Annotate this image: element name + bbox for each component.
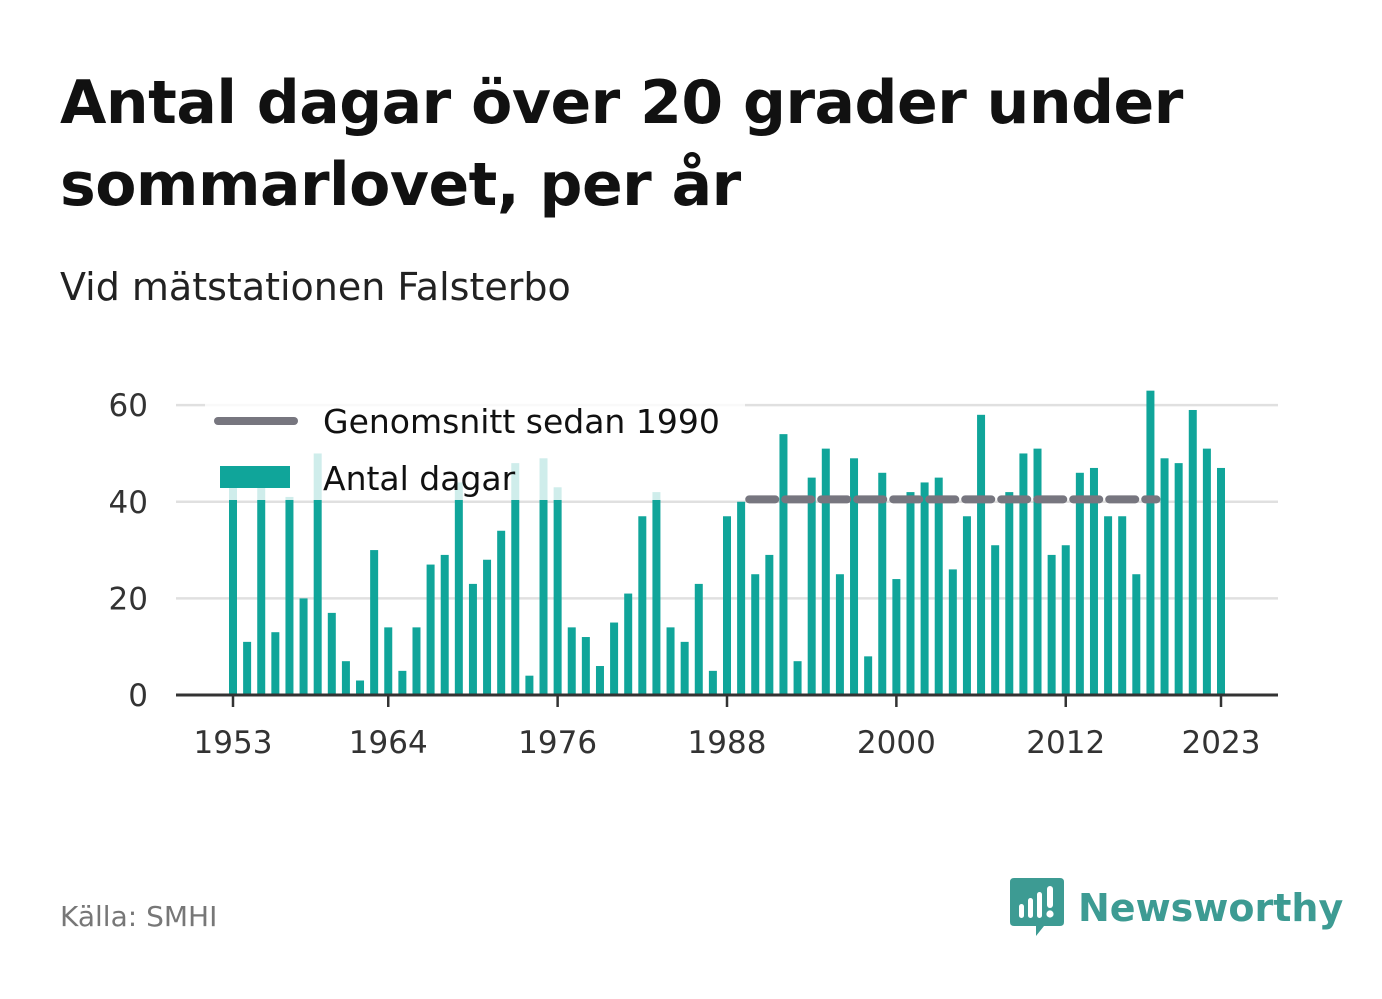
bar [497,530,506,695]
bar [595,666,604,695]
bar [426,564,435,695]
legend-box [205,398,745,500]
bar [751,574,760,695]
x-tick-label: 1953 [194,725,273,761]
bar [271,632,280,695]
source-note: Källa: SMHI [60,900,218,933]
x-tick-label: 1976 [518,725,597,761]
bar [934,477,943,695]
bar [920,482,929,695]
bar [666,627,675,695]
bar [1132,574,1141,695]
bar [1160,458,1169,695]
bar [1217,467,1225,695]
chart-title: Antal dagar över 20 grader under sommarl… [60,68,1183,220]
bar [652,492,661,695]
bar [807,477,816,695]
y-tick-label: 0 [128,678,148,714]
bar [511,463,520,695]
bar [1061,545,1070,695]
bar [977,414,986,695]
y-tick-label: 20 [109,581,148,617]
bar [539,458,548,695]
bar [835,574,844,695]
brand-logo: Newsworthy [1010,878,1343,938]
bar [313,453,322,695]
bar [779,434,788,695]
x-tick-label: 1988 [688,725,767,761]
bar [1047,554,1056,695]
bar [1146,390,1155,695]
bar [412,627,421,695]
bar [1075,472,1084,695]
bar [1174,463,1183,695]
bar [793,661,802,695]
bar [567,627,576,695]
bar [962,516,971,695]
bar [243,641,252,695]
bar [1033,448,1042,695]
bar [737,501,746,695]
bar [1019,453,1028,695]
bar [892,579,901,695]
bar [398,670,407,695]
bar [356,680,365,695]
bar [1202,448,1211,695]
bar [878,472,887,695]
bar [468,583,477,695]
bar [553,487,562,695]
bar [864,656,873,695]
bar [384,627,393,695]
bar [638,516,647,695]
bar [1104,516,1113,695]
brand-name: Newsworthy [1078,886,1344,930]
bar [370,550,379,695]
bar [1005,492,1014,695]
bar [299,598,308,695]
bar [765,554,774,695]
bar [1118,516,1127,695]
bar [285,496,294,695]
bar [483,559,492,695]
bar [821,448,830,695]
bar [525,675,534,695]
bar [991,545,1000,695]
bar [948,569,957,695]
bar [723,516,731,695]
bar [680,641,689,695]
bar [624,593,633,695]
x-tick-label: 2000 [857,725,936,761]
bar [708,670,717,695]
x-tick-label: 2012 [1026,725,1105,761]
bar [341,661,350,695]
bar-chart: 0 20 40 60 1953 1964 1976 1988 2000 2012 2023 Genom… [109,388,1278,761]
y-tick-label: 60 [109,388,148,424]
newsworthy-logo-icon [1010,878,1064,936]
bar [440,554,449,695]
x-tick-label: 2023 [1182,725,1261,761]
bar [581,637,590,695]
chart-subtitle: Vid mätstationen Falsterbo [60,265,571,309]
bar [229,487,237,695]
legend-label-bars: Antal dagar [323,459,516,498]
bar [454,482,463,695]
bar [906,492,915,695]
x-tick-label: 1964 [349,725,428,761]
bar [610,622,619,695]
bar [694,583,703,695]
bar [1188,409,1197,695]
bar [257,482,266,695]
bar [327,612,336,695]
bar [1089,467,1098,695]
y-tick-label: 40 [109,485,148,521]
bar [850,458,859,695]
legend-label-average: Genomsnitt sedan 1990 [323,402,720,441]
legend-bar-swatch [220,466,290,488]
